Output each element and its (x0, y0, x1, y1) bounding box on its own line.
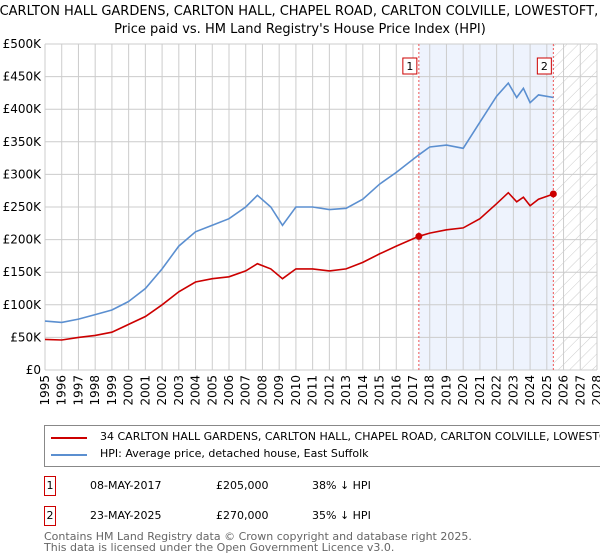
sale-date: 08-MAY-2017 (90, 479, 162, 492)
x-tick-label: 2003 (172, 375, 186, 406)
y-tick-label: £200K (3, 233, 43, 247)
x-tick-label: 2002 (155, 375, 169, 406)
x-tick-label: 2020 (456, 375, 470, 406)
x-tick-label: 2024 (523, 375, 537, 406)
x-tick-label: 2009 (272, 375, 286, 406)
x-tick-label: 2007 (239, 375, 253, 406)
sale-price: £270,000 (216, 509, 269, 522)
x-tick-label: 1997 (71, 375, 85, 406)
hpi-line (44, 81, 554, 324)
x-tick-label: 2017 (406, 375, 420, 406)
x-tick-label: 2025 (540, 375, 554, 406)
price-chart: 1995 1996 1997 1998 1999 2000 2001 2002 2003 2004… (3, 37, 600, 406)
x-tick-label: 2026 (557, 375, 571, 406)
x-tick-label: 2006 (222, 375, 236, 406)
chart-title: 34 CARLTON HALL GARDENS, CARLTON HALL, C… (0, 4, 600, 19)
x-tick-label: 2014 (356, 375, 370, 406)
y-tick-label: £450K (3, 70, 43, 84)
sale-point (415, 232, 423, 240)
sale-label: 1 (406, 60, 413, 73)
y-tick-label: £50K (10, 330, 42, 344)
blue-line-swatch (51, 454, 87, 456)
x-tick-label: 2023 (506, 375, 520, 406)
y-tick-label: £300K (3, 167, 43, 181)
y-tick-label: £500K (3, 37, 43, 51)
legend: 34 CARLTON HALL GARDENS, CARLTON HALL, C… (44, 425, 600, 467)
x-tick-label: 1996 (55, 375, 69, 406)
x-tick-label: 2008 (255, 375, 269, 406)
x-tick-label: 2000 (122, 375, 136, 406)
sale-hpi-diff: 35% ↓ HPI (312, 509, 371, 522)
legend-label: HPI: Average price, detached house, East… (100, 447, 369, 460)
x-tick-label: 2005 (205, 375, 219, 406)
sale-badge: 1 (44, 476, 56, 496)
footer-copyright: Contains HM Land Registry data © Crown c… (44, 530, 472, 543)
y-tick-label: £250K (3, 200, 43, 214)
legend-label: 34 CARLTON HALL GARDENS, CARLTON HALL, C… (100, 430, 600, 443)
x-tick-label: 1995 (38, 375, 52, 406)
sale-label: 2 (541, 60, 548, 73)
y-tick-label: £400K (3, 102, 43, 116)
x-tick-label: 2010 (289, 375, 303, 406)
x-tick-label: 1999 (105, 375, 119, 406)
x-tick-label: 2012 (322, 375, 336, 406)
x-tick-label: 2004 (189, 375, 203, 406)
y-tick-label: £100K (3, 298, 43, 312)
x-tick-label: 2019 (439, 375, 453, 406)
red-line-swatch (51, 437, 87, 439)
x-tick-label: 2018 (423, 375, 437, 406)
footer: Contains HM Land Registry data © Crown c… (44, 531, 472, 553)
chart-subtitle: Price paid vs. HM Land Registry's House … (114, 22, 486, 37)
sale-date: 23-MAY-2025 (90, 509, 162, 522)
sale-price: £205,000 (216, 479, 269, 492)
x-tick-label: 2021 (473, 375, 487, 406)
sale-point (549, 190, 557, 198)
property-price-line (44, 191, 554, 341)
x-tick-label: 2013 (339, 375, 353, 406)
x-tick-label: 1998 (88, 375, 102, 406)
x-tick-label: 2028 (590, 375, 600, 406)
sale-label-box (536, 57, 552, 75)
sale-badge: 2 (44, 506, 56, 526)
sale-label-box (402, 57, 418, 75)
x-tick-label: 2015 (373, 375, 387, 406)
sale-hpi-diff: 38% ↓ HPI (312, 479, 371, 492)
x-tick-label: 2016 (389, 375, 403, 406)
y-tick-label: £150K (3, 265, 43, 279)
footer-licence: This data is licensed under the Open Gov… (44, 541, 395, 554)
x-tick-label: 2011 (306, 375, 320, 406)
x-tick-label: 2001 (138, 375, 152, 406)
x-tick-label: 2027 (573, 375, 587, 406)
y-tick-label: £350K (3, 135, 43, 149)
x-tick-label: 2022 (490, 375, 504, 406)
y-tick-label: £0 (26, 363, 41, 377)
